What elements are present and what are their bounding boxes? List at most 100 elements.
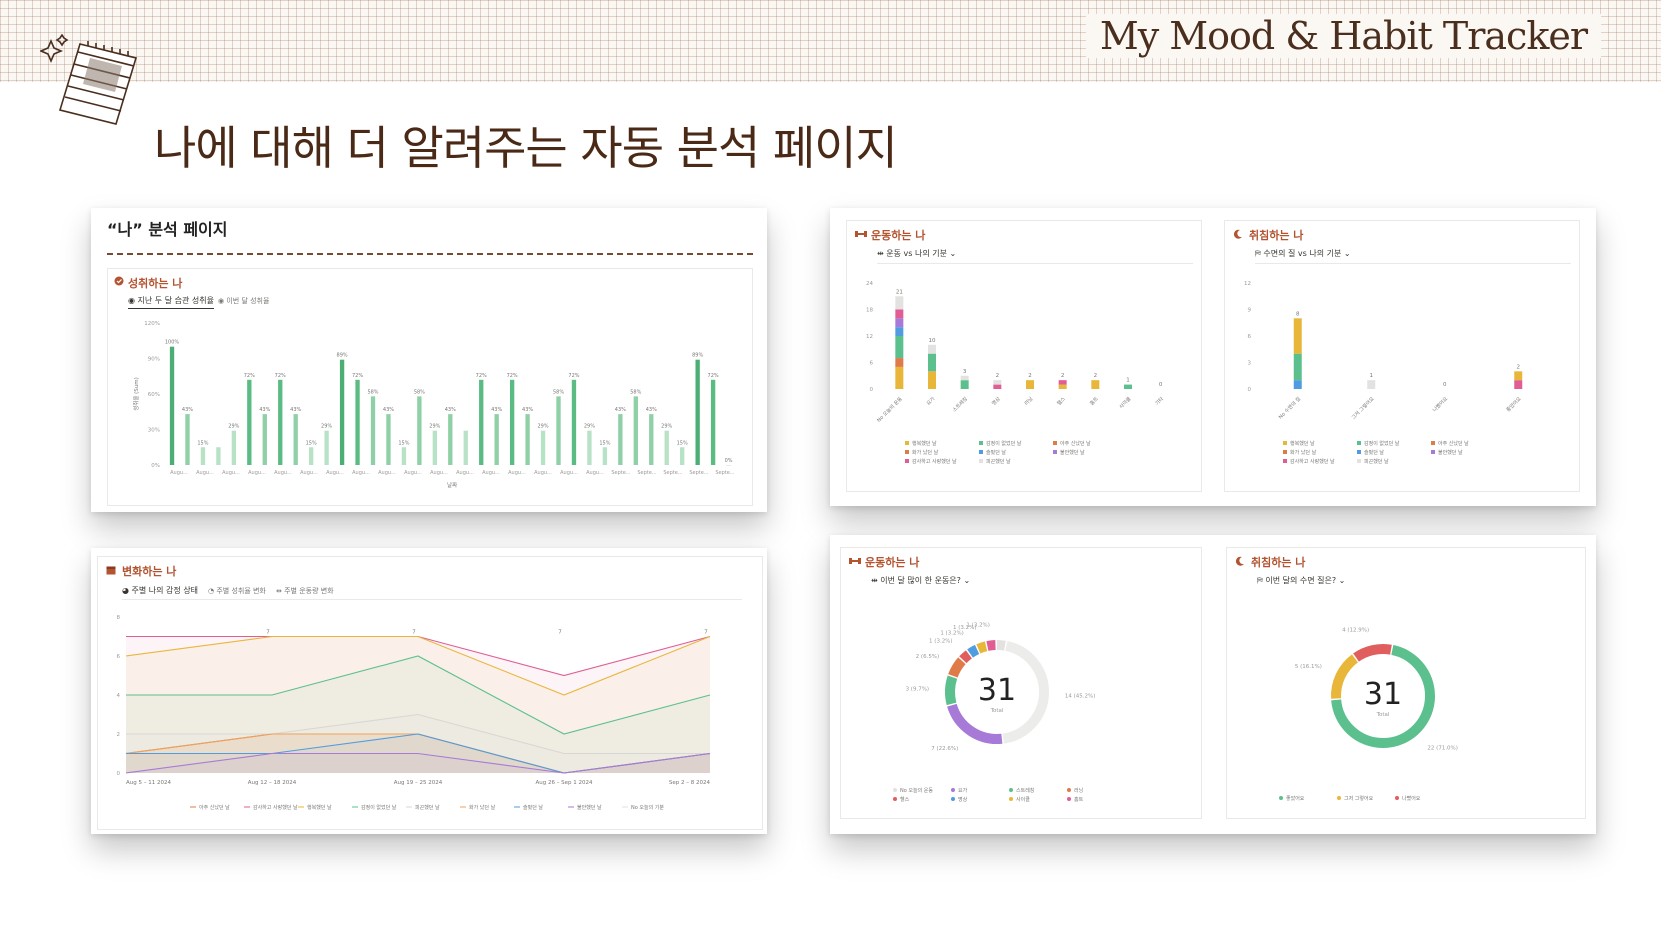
x-tick-label: Septe...: [611, 470, 631, 476]
legend-label: 행복했던 날: [307, 804, 332, 811]
x-tick-label: 기타: [1154, 395, 1166, 407]
achievement-bar: [293, 414, 298, 465]
sleep-mood-panel: 취침하는 나 ⛿ 수면의 질 vs 나의 기분 ⌄ 12 9 6 3 0 8 No 수면의 …: [1224, 220, 1580, 492]
bar-total-label: 8: [1296, 311, 1300, 317]
bar-data-label: 43%: [259, 407, 270, 413]
donut-total-value: 31: [978, 673, 1016, 708]
bar-total-label: 2: [1061, 373, 1065, 379]
legend-swatch: [1283, 459, 1287, 463]
x-tick-label: Augu...: [560, 470, 578, 476]
legend-label: 스트레칭: [1016, 787, 1034, 794]
brand-title: My Mood & Habit Tracker: [1085, 14, 1601, 58]
tab-exercise-mood[interactable]: ⇹ 운동 vs 나의 기분 ⌄: [877, 249, 957, 258]
x-tick-label: Augu...: [456, 470, 474, 476]
achievement-bar: [339, 359, 345, 465]
series-line: [126, 655, 711, 735]
bar-total-label: 2: [1517, 364, 1521, 370]
stacked-bar-segment: [1293, 353, 1302, 381]
legend-label: 감정이 없었던 날: [361, 804, 397, 811]
achievement-bar: [185, 414, 190, 465]
panel-title: 운동하는 나: [871, 229, 926, 242]
bar-data-label: 43%: [445, 407, 456, 413]
point-data-label: 7: [266, 630, 270, 636]
legend-label: 피곤했던 날: [415, 804, 440, 811]
tab-underline: [877, 263, 1193, 264]
dumbbell-icon: [849, 558, 861, 564]
achievement-bar: [509, 379, 515, 465]
achievement-bar: [417, 396, 422, 465]
x-tick-label: Augu...: [274, 470, 292, 476]
analysis-card-change: 변화하는 나 ◕ 주별 나의 감정 상태 ◔ 주별 성취율 변화 ⇹ 주별 운동…: [91, 548, 767, 834]
achievement-bar: [556, 396, 561, 465]
x-tick-label: 명상: [990, 395, 1002, 407]
tab-sleep-mood[interactable]: ⛿ 수면의 질 vs 나의 기분 ⌄: [1255, 249, 1351, 258]
legend-swatch: [979, 459, 983, 463]
y-tick-label: 0: [870, 387, 874, 393]
legend-label: 슬펐던 날: [986, 449, 1006, 456]
achievement-bar: [664, 430, 669, 465]
tab-label: 이번 달의 수면 질은?: [1265, 576, 1337, 585]
bar-data-label: 100%: [165, 340, 180, 346]
achievement-bar: [278, 379, 283, 465]
bar-total-label: 3: [963, 369, 967, 375]
legend-swatch: [1279, 796, 1283, 800]
bar-data-label: 72%: [507, 373, 518, 379]
x-tick-label: 나빴어요: [1431, 395, 1449, 413]
panel-title: 운동하는 나: [865, 556, 920, 569]
legend-swatch: [1357, 459, 1361, 463]
x-tick-label: Augu...: [196, 470, 214, 476]
tab-weekly-achievement[interactable]: ◔ 주별 성취율 변화: [208, 587, 266, 595]
achievement-bar: [726, 465, 731, 466]
tab-this-month[interactable]: ◉ 이번 달 성취율: [218, 297, 270, 305]
x-tick-label: 그저 그렇어요: [1350, 395, 1376, 421]
x-tick-label: 요가: [925, 395, 937, 407]
slice-data-label: 1 (3.2%): [953, 625, 977, 631]
sleep-donut-panel: 취침하는 나 ⛿ 이번 달의 수면 질은? ⌄ 22 (71.0%) 5 (16.…: [1226, 547, 1586, 819]
bar-data-label: 72%: [476, 373, 487, 379]
achievement-bar: [695, 359, 700, 465]
legend-label: 불안했던 날: [1438, 449, 1463, 456]
donut-slice: [1331, 654, 1359, 699]
achievement-bar: [231, 430, 237, 465]
legend-label: 나빴어요: [1402, 795, 1421, 802]
bar-data-label: 58%: [367, 389, 378, 395]
tab-label: 주별 성취율 변화: [216, 587, 266, 595]
tab-sleep-quality[interactable]: ⛿ 이번 달의 수면 질은? ⌄: [1257, 576, 1346, 585]
change-panel: 변화하는 나 ◕ 주별 나의 감정 상태 ◔ 주별 성취율 변화 ⇹ 주별 운동…: [97, 556, 763, 830]
legend-label: 슬펐던 날: [523, 804, 543, 811]
donut-slice: [976, 641, 988, 654]
donut-slice: [996, 640, 1006, 651]
tab-label: 수면의 질 vs 나의 기분: [1263, 249, 1342, 258]
legend-label: 아주 신났던 날: [1438, 440, 1469, 447]
stacked-bar-segment: [1026, 380, 1034, 389]
legend-label: 감사하고 사랑했던 날: [1290, 458, 1335, 465]
analysis-card-monthly: 운동하는 나 ⇹ 이번 달 많이 한 운동은? ⌄ 14 (45.2%) 7 (2…: [830, 535, 1596, 834]
tab-weekly-mood[interactable]: ◕ 주별 나의 감정 상태: [122, 585, 199, 600]
tab-weekly-exercise[interactable]: ⇹ 주별 운동량 변화: [276, 587, 334, 595]
legend-label: 불안했던 날: [1060, 449, 1085, 456]
slice-data-label: 22 (71.0%): [1427, 745, 1458, 751]
notebook-icon: [40, 34, 138, 125]
legend-swatch: [905, 450, 909, 454]
stacked-bar-segment: [895, 296, 904, 310]
stacked-bar-segment: [895, 309, 904, 319]
analysis-card-exercise-sleep: 운동하는 나 ⇹ 운동 vs 나의 기분 ⌄ 24 18 12 6 0 21 No 오늘의 …: [830, 208, 1596, 506]
bar-data-label: 43%: [383, 407, 394, 413]
bar-total-label: 0: [1443, 382, 1447, 388]
bar-data-label: 43%: [522, 407, 533, 413]
legend-label: 피곤했던 날: [986, 458, 1011, 465]
tab-top-exercise[interactable]: ⇹ 이번 달 많이 한 운동은? ⌄: [871, 576, 971, 585]
stacked-bar-segment: [895, 366, 904, 389]
achievement-bar: [200, 447, 206, 465]
tab-two-month[interactable]: ◉ 지난 두 달 습관 성취율: [128, 295, 214, 309]
x-tick-label: Augu...: [326, 470, 344, 476]
slice-data-label: 1 (3.2%): [940, 631, 964, 637]
donut-slice: [959, 650, 972, 664]
legend-swatch: [1283, 441, 1287, 445]
legend-swatch: [905, 459, 909, 463]
moon-icon: [1233, 229, 1242, 239]
point-data-label: 7: [704, 630, 708, 636]
achievement-bar: [525, 414, 530, 465]
bar-data-label: 43%: [290, 407, 301, 413]
